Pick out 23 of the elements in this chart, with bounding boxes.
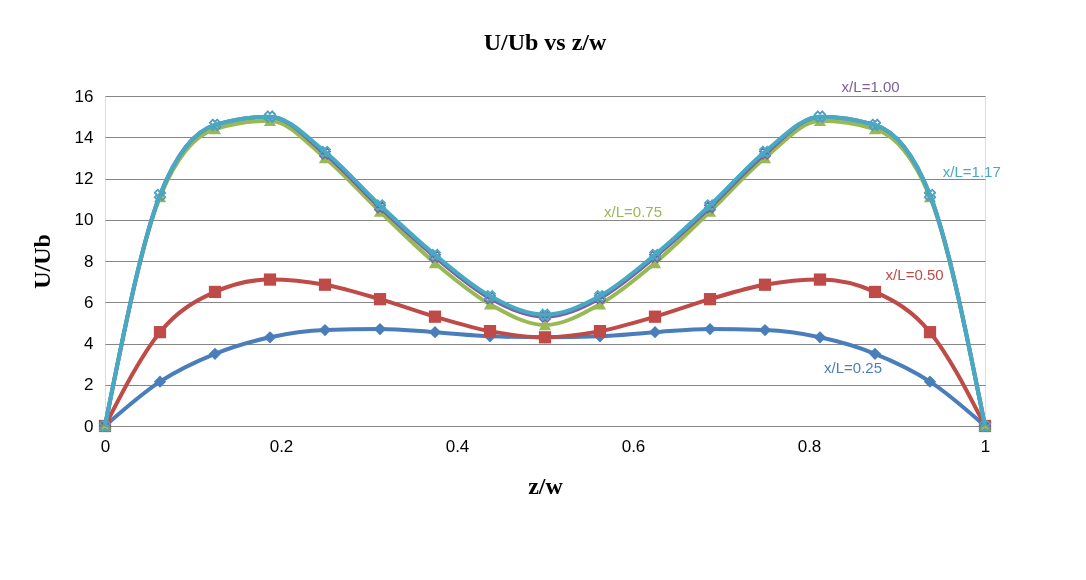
x-tick-label: 1 (980, 436, 991, 456)
y-tick-label: 12 (74, 169, 94, 188)
x-tick-label: 0.8 (797, 436, 822, 456)
series-label: x/L=0.25 (824, 359, 882, 377)
y-tick-label: 14 (74, 127, 94, 147)
x-tick-label: 0 (100, 436, 111, 456)
y-axis-title: U/Ub (28, 234, 55, 289)
y-tick-label: 6 (84, 292, 94, 312)
y-tick-label: 0 (84, 416, 94, 436)
series-label: x/L=1.17 (942, 163, 1001, 181)
x-tick-label: 0.4 (445, 436, 470, 456)
series-label: x/L=1.00 (841, 77, 900, 95)
series-label: x/L=0.75 (604, 202, 662, 220)
y-tick-label: 2 (84, 375, 94, 395)
series-label: x/L=0.50 (885, 266, 944, 284)
x-tick-label: 0.2 (269, 436, 294, 456)
y-tick-label: 8 (84, 251, 94, 271)
y-tick-label: 4 (84, 334, 94, 353)
y-tick-label: 16 (74, 86, 94, 106)
x-axis-title: z/w (528, 472, 564, 499)
y-tick-label: 10 (74, 210, 94, 230)
x-tick-label: 0.6 (621, 436, 646, 456)
chart-title: U/Ub vs z/w (483, 28, 607, 55)
